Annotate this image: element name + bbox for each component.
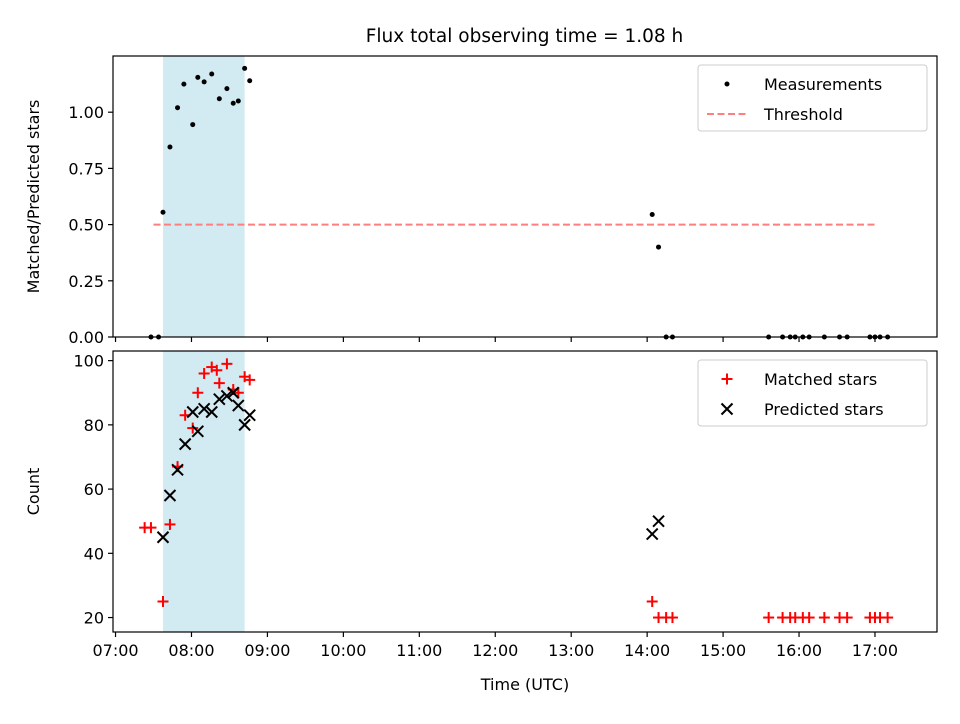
figure-title: Flux total observing time = 1.08 h: [366, 26, 684, 47]
x-tick-label: 07:00: [92, 641, 138, 660]
matched-stars-point-6: [187, 422, 199, 434]
predicted-stars-point-10: [227, 386, 240, 399]
matched-stars-point-12: [221, 358, 233, 370]
legend-box: [697, 359, 928, 427]
measurements-point-2: [160, 209, 166, 215]
legend-label: Measurements: [764, 75, 882, 94]
x-tick-label: 11:00: [396, 641, 442, 660]
predicted-stars-point-12: [238, 418, 251, 432]
x-tick-label: 09:00: [244, 641, 290, 660]
measurements-point-17: [656, 244, 662, 250]
matched-stars-point-3: [164, 518, 176, 530]
measurements-point-4: [175, 105, 181, 111]
matched-stars-point-21: [763, 612, 775, 624]
measurements-point-11: [224, 86, 230, 92]
y-tick-label: 0.50: [68, 216, 104, 235]
predicted-stars-series: [156, 386, 665, 544]
legend-item-threshold: Threshold: [707, 105, 843, 124]
matched-stars-point-2: [157, 595, 169, 607]
measurements-point-5: [181, 81, 187, 87]
x-tick-label: 08:00: [168, 641, 214, 660]
measurements-point-14: [242, 65, 248, 71]
legend: Measurements Threshold: [697, 64, 928, 132]
predicted-stars-point-9: [220, 389, 234, 403]
x-tick-label: 10:00: [320, 641, 366, 660]
y-tick-label: 0.25: [68, 272, 104, 291]
predicted-stars-point-0: [156, 531, 170, 544]
y-tick-label: 1.00: [68, 103, 104, 122]
measurements-point-16: [649, 211, 655, 217]
matched-stars-point-16: [244, 374, 256, 386]
matched-stars-point-10: [211, 364, 223, 376]
x-tick-label: 13:00: [548, 641, 594, 660]
axes-frame: [112, 55, 938, 338]
y-tick-label: 100: [73, 352, 104, 371]
observing-interval-shade: [162, 351, 245, 632]
axes-frame: [112, 350, 938, 633]
legend-box: [697, 64, 928, 132]
legend-matched-swatch: [721, 373, 733, 385]
x-tick-label: 16:00: [776, 641, 822, 660]
legend-item-matched-stars: Matched stars: [721, 370, 877, 389]
matched-stars-point-29: [841, 612, 853, 624]
legend-item-predicted-stars: Predicted stars: [720, 400, 884, 419]
matched-stars-point-8: [198, 367, 210, 379]
measurements-point-6: [190, 122, 196, 128]
y-tick-label: 0.75: [68, 159, 104, 178]
x-tick-label: 17:00: [852, 641, 898, 660]
legend-predicted-swatch: [720, 402, 734, 416]
x-tick-label: 15:00: [700, 641, 746, 660]
predicted-stars-point-15: [652, 514, 665, 528]
matched-stars-point-33: [882, 612, 894, 624]
y-axis-label: Matched/Predicted stars: [24, 100, 43, 294]
predicted-stars-point-7: [205, 405, 218, 419]
observing-interval-shade: [162, 56, 245, 337]
y-axis-label: Count: [24, 468, 43, 516]
predicted-stars-point-6: [197, 402, 211, 416]
predicted-stars-point-5: [191, 425, 205, 438]
measurements-point-12: [230, 100, 236, 106]
measurements-point-8: [201, 79, 207, 85]
matched-stars-series: [139, 358, 894, 624]
measurements-point-15: [247, 78, 253, 84]
legend-item-measurements: Measurements: [724, 75, 882, 94]
measurements-point-7: [195, 74, 201, 80]
matched-stars-point-1: [145, 522, 157, 534]
predicted-stars-point-4: [186, 405, 199, 419]
predicted-stars-point-8: [213, 392, 226, 406]
legend-label: Predicted stars: [764, 400, 884, 419]
x-tick-label: 14:00: [624, 641, 670, 660]
matched-stars-point-11: [213, 377, 225, 389]
matched-stars-point-27: [818, 612, 830, 624]
bottom-panel: 20 40 60 80 100 07:00 08:00 09:00 10:00 11:00 12:0…: [24, 350, 938, 694]
predicted-stars-point-3: [178, 437, 192, 451]
measurements-point-13: [235, 98, 241, 104]
measurements-point-3: [167, 144, 173, 150]
y-tick-label: 80: [84, 416, 104, 435]
predicted-stars-point-1: [163, 489, 177, 502]
y-tick-label: 0.00: [68, 328, 104, 347]
predicted-stars-point-2: [171, 463, 184, 477]
predicted-stars-point-13: [243, 409, 256, 422]
predicted-stars-point-14: [646, 527, 659, 541]
measurements-point-9: [209, 71, 215, 77]
top-panel: 0.00 0.25 0.50 0.75 1.00 Matched/Predicted st…: [24, 55, 938, 347]
legend: Matched stars Predicted stars: [697, 359, 928, 427]
legend-measurement-swatch: [724, 81, 730, 87]
measurements-point-10: [216, 96, 222, 102]
y-tick-label: 20: [84, 609, 104, 628]
y-tick-label: 60: [84, 480, 104, 499]
matched-stars-point-26: [803, 612, 815, 624]
matched-stars-point-17: [646, 595, 658, 607]
x-tick-label: 12:00: [472, 641, 518, 660]
predicted-stars-point-11: [232, 399, 245, 412]
matched-stars-point-20: [666, 612, 678, 624]
matched-stars-point-7: [192, 387, 204, 399]
legend-label: Matched stars: [764, 370, 877, 389]
x-axis-label: Time (UTC): [480, 675, 569, 694]
y-tick-label: 40: [84, 544, 104, 563]
legend-label: Threshold: [763, 105, 843, 124]
